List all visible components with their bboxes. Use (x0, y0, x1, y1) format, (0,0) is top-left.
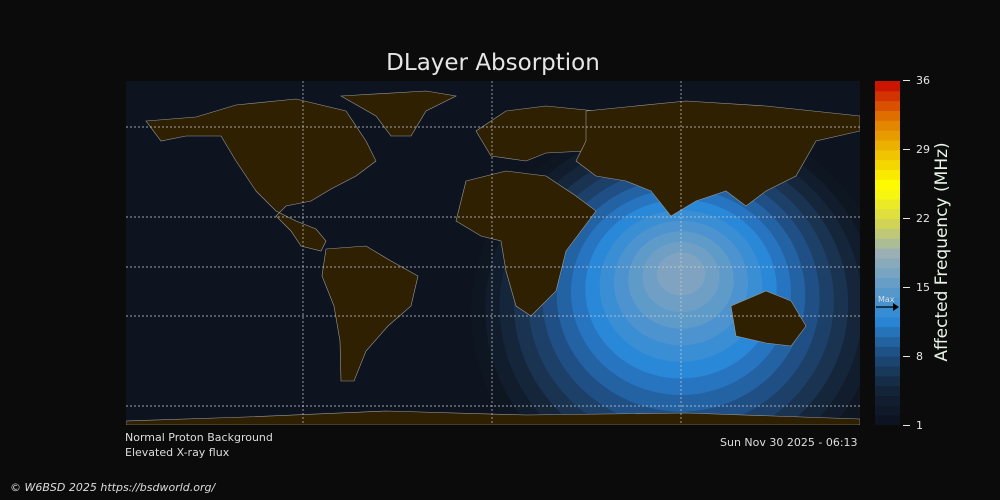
map-title: DLayer Absorption (386, 50, 600, 76)
colorbar-step (875, 110, 900, 121)
colorbar-step (875, 267, 900, 279)
colorbar-step (875, 405, 900, 416)
colorbar-step (875, 149, 900, 161)
land (126, 90, 860, 425)
colorbar-step (875, 238, 900, 249)
colorbar-step (875, 385, 900, 397)
colorbar-step (875, 228, 900, 239)
copyright-footer: © W6BSD 2025 https://bsdworld.org/ (10, 481, 216, 494)
colorbar-step (875, 189, 900, 200)
north-america (145, 98, 377, 252)
antarctica (126, 410, 860, 425)
south-america (321, 245, 419, 382)
colorbar-step (875, 336, 900, 347)
colorbar (875, 81, 900, 425)
colorbar-step (875, 287, 900, 298)
colorbar-step (875, 297, 900, 308)
australia (730, 290, 807, 347)
colorbar-step (875, 375, 900, 387)
colorbar-step (875, 159, 900, 170)
colorbar-step (875, 208, 900, 220)
colorbar-step (875, 169, 900, 180)
colorbar-step (875, 395, 900, 406)
colorbar-tick: 36 (903, 74, 930, 87)
world-map (126, 81, 860, 425)
colorbar-step (875, 90, 900, 102)
grid (126, 81, 860, 425)
xray-status: Elevated X-ray flux (125, 446, 230, 459)
proton-status: Normal Proton Background (125, 431, 273, 444)
colorbar-step (875, 307, 900, 318)
colorbar-tick: 15 (903, 281, 930, 294)
colorbar-label: Affected Frequency (MHz) (932, 142, 952, 362)
max-arrow-icon (876, 303, 899, 312)
colorbar-step (875, 326, 900, 338)
colorbar-step (875, 248, 900, 259)
colorbar-tick: 1 (903, 419, 923, 432)
colorbar-step (875, 100, 900, 111)
asia (575, 100, 860, 217)
colorbar-step (875, 277, 900, 288)
colorbar-step (875, 415, 900, 425)
colorbar-step (875, 356, 900, 367)
colorbar-step (875, 198, 900, 210)
colorbar-step (875, 257, 900, 269)
colorbar-step (875, 346, 900, 357)
colorbar-step (875, 316, 900, 328)
colorbar-step (875, 179, 900, 190)
africa (455, 170, 597, 317)
colorbar-step (875, 139, 900, 151)
colorbar-step (875, 218, 900, 229)
colorbar-tick: 22 (903, 212, 930, 225)
colorbar-tick: 29 (903, 143, 930, 156)
timestamp: Sun Nov 30 2025 - 06:13 (720, 436, 858, 449)
colorbar-step (875, 366, 900, 377)
colorbar-step (875, 120, 900, 131)
greenland (339, 90, 457, 137)
colorbar-step (875, 130, 900, 141)
colorbar-step (875, 81, 900, 92)
colorbar-tick: 8 (903, 350, 923, 363)
max-marker-label: Max (878, 295, 895, 305)
